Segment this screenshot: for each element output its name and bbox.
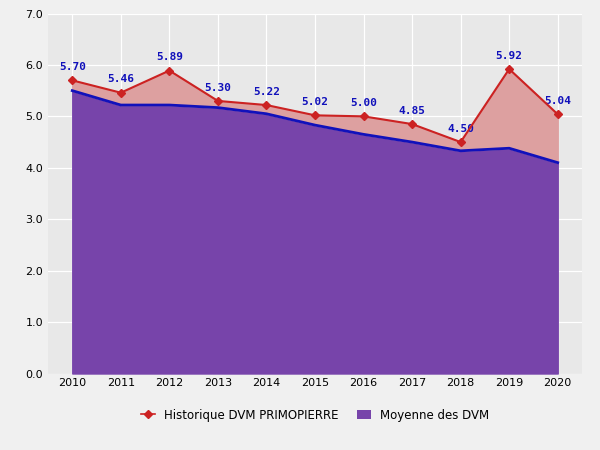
Text: 5.46: 5.46 bbox=[107, 74, 134, 84]
Text: 5.22: 5.22 bbox=[253, 87, 280, 97]
Text: 4.50: 4.50 bbox=[447, 124, 474, 134]
Text: 5.04: 5.04 bbox=[544, 96, 571, 106]
Text: 5.89: 5.89 bbox=[156, 52, 183, 62]
Text: 5.30: 5.30 bbox=[205, 83, 232, 93]
Legend: Historique DVM PRIMOPIERRE, Moyenne des DVM: Historique DVM PRIMOPIERRE, Moyenne des … bbox=[137, 405, 493, 425]
Text: 5.70: 5.70 bbox=[59, 62, 86, 72]
Text: 5.92: 5.92 bbox=[496, 51, 523, 61]
Text: 4.85: 4.85 bbox=[398, 106, 425, 116]
Text: 5.02: 5.02 bbox=[302, 97, 329, 107]
Text: 5.00: 5.00 bbox=[350, 98, 377, 108]
